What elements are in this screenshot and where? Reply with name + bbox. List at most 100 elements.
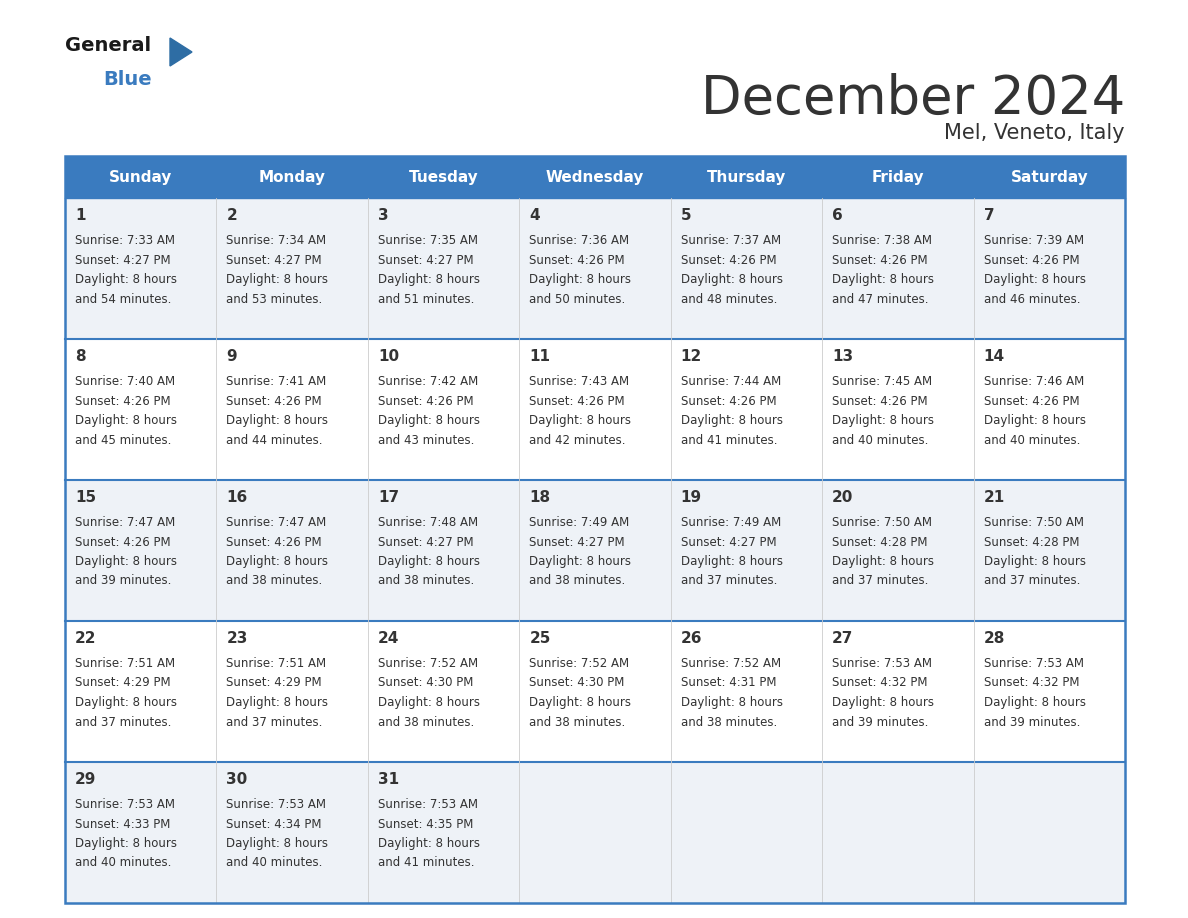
Text: Blue: Blue <box>103 70 152 89</box>
Text: Sunrise: 7:53 AM: Sunrise: 7:53 AM <box>832 657 933 670</box>
Text: and 37 minutes.: and 37 minutes. <box>984 575 1080 588</box>
Bar <box>65 156 1125 903</box>
Text: Sunset: 4:26 PM: Sunset: 4:26 PM <box>75 395 171 408</box>
Text: 11: 11 <box>530 349 550 364</box>
Text: 5: 5 <box>681 208 691 223</box>
Bar <box>368 621 519 762</box>
Text: Sunrise: 7:53 AM: Sunrise: 7:53 AM <box>227 798 327 811</box>
Text: and 39 minutes.: and 39 minutes. <box>75 575 171 588</box>
Text: Daylight: 8 hours: Daylight: 8 hours <box>378 273 480 286</box>
Text: 8: 8 <box>75 349 86 364</box>
Text: Daylight: 8 hours: Daylight: 8 hours <box>832 273 934 286</box>
Text: Sunset: 4:32 PM: Sunset: 4:32 PM <box>832 677 928 689</box>
Text: Sunset: 4:29 PM: Sunset: 4:29 PM <box>227 677 322 689</box>
Text: Sunrise: 7:50 AM: Sunrise: 7:50 AM <box>832 516 933 529</box>
Text: 22: 22 <box>75 631 96 646</box>
Text: Daylight: 8 hours: Daylight: 8 hours <box>378 696 480 709</box>
Bar <box>65 621 216 762</box>
Text: Sunrise: 7:52 AM: Sunrise: 7:52 AM <box>681 657 781 670</box>
Text: Sunrise: 7:49 AM: Sunrise: 7:49 AM <box>530 516 630 529</box>
Text: 24: 24 <box>378 631 399 646</box>
Text: 7: 7 <box>984 208 994 223</box>
Text: Tuesday: Tuesday <box>409 170 479 185</box>
Bar <box>65 339 216 480</box>
Text: Sunrise: 7:47 AM: Sunrise: 7:47 AM <box>75 516 176 529</box>
Text: Sunrise: 7:33 AM: Sunrise: 7:33 AM <box>75 234 175 247</box>
Text: 29: 29 <box>75 772 96 787</box>
Text: 30: 30 <box>227 772 247 787</box>
Text: Sunrise: 7:48 AM: Sunrise: 7:48 AM <box>378 516 478 529</box>
Text: Sunrise: 7:41 AM: Sunrise: 7:41 AM <box>227 375 327 388</box>
Text: Sunset: 4:26 PM: Sunset: 4:26 PM <box>227 535 322 548</box>
Bar <box>822 762 974 903</box>
Bar <box>216 621 368 762</box>
Bar <box>519 156 671 198</box>
Text: and 38 minutes.: and 38 minutes. <box>681 715 777 729</box>
Text: Daylight: 8 hours: Daylight: 8 hours <box>984 414 1086 427</box>
Text: Wednesday: Wednesday <box>545 170 644 185</box>
Text: Sunrise: 7:37 AM: Sunrise: 7:37 AM <box>681 234 781 247</box>
Bar <box>974 198 1125 339</box>
Polygon shape <box>170 38 192 66</box>
Text: 16: 16 <box>227 490 247 505</box>
Text: Sunset: 4:34 PM: Sunset: 4:34 PM <box>227 818 322 831</box>
Text: December 2024: December 2024 <box>701 73 1125 125</box>
Text: Sunset: 4:30 PM: Sunset: 4:30 PM <box>378 677 473 689</box>
Bar <box>65 762 216 903</box>
Bar <box>368 480 519 621</box>
Text: Sunrise: 7:43 AM: Sunrise: 7:43 AM <box>530 375 630 388</box>
Text: Daylight: 8 hours: Daylight: 8 hours <box>832 414 934 427</box>
Text: Sunset: 4:27 PM: Sunset: 4:27 PM <box>75 253 171 266</box>
Text: and 45 minutes.: and 45 minutes. <box>75 433 171 446</box>
Text: 17: 17 <box>378 490 399 505</box>
Bar <box>671 762 822 903</box>
Text: and 38 minutes.: and 38 minutes. <box>530 575 626 588</box>
Text: 10: 10 <box>378 349 399 364</box>
Text: and 50 minutes.: and 50 minutes. <box>530 293 626 306</box>
Text: and 43 minutes.: and 43 minutes. <box>378 433 474 446</box>
Text: Sunrise: 7:36 AM: Sunrise: 7:36 AM <box>530 234 630 247</box>
Text: Sunrise: 7:46 AM: Sunrise: 7:46 AM <box>984 375 1083 388</box>
Text: General: General <box>65 36 151 55</box>
Text: Sunrise: 7:52 AM: Sunrise: 7:52 AM <box>378 657 478 670</box>
Text: Daylight: 8 hours: Daylight: 8 hours <box>75 696 177 709</box>
Text: Sunset: 4:26 PM: Sunset: 4:26 PM <box>530 395 625 408</box>
Text: Sunrise: 7:49 AM: Sunrise: 7:49 AM <box>681 516 781 529</box>
Bar <box>974 480 1125 621</box>
Text: and 46 minutes.: and 46 minutes. <box>984 293 1080 306</box>
Text: 12: 12 <box>681 349 702 364</box>
Text: and 39 minutes.: and 39 minutes. <box>984 715 1080 729</box>
Text: Sunrise: 7:50 AM: Sunrise: 7:50 AM <box>984 516 1083 529</box>
Bar <box>519 198 671 339</box>
Text: Thursday: Thursday <box>707 170 786 185</box>
Text: Daylight: 8 hours: Daylight: 8 hours <box>227 273 328 286</box>
Text: Daylight: 8 hours: Daylight: 8 hours <box>984 555 1086 568</box>
Bar <box>368 762 519 903</box>
Text: Sunset: 4:26 PM: Sunset: 4:26 PM <box>681 395 776 408</box>
Text: Sunrise: 7:42 AM: Sunrise: 7:42 AM <box>378 375 478 388</box>
Text: Daylight: 8 hours: Daylight: 8 hours <box>530 273 631 286</box>
Text: Sunset: 4:31 PM: Sunset: 4:31 PM <box>681 677 776 689</box>
Bar <box>368 156 519 198</box>
Text: Sunset: 4:26 PM: Sunset: 4:26 PM <box>681 253 776 266</box>
Text: Sunset: 4:27 PM: Sunset: 4:27 PM <box>681 535 776 548</box>
Bar <box>519 480 671 621</box>
Bar <box>822 621 974 762</box>
Text: Daylight: 8 hours: Daylight: 8 hours <box>227 837 328 850</box>
Text: 2: 2 <box>227 208 238 223</box>
Text: 25: 25 <box>530 631 551 646</box>
Text: and 53 minutes.: and 53 minutes. <box>227 293 323 306</box>
Text: 13: 13 <box>832 349 853 364</box>
Text: Sunrise: 7:39 AM: Sunrise: 7:39 AM <box>984 234 1083 247</box>
Text: 6: 6 <box>832 208 843 223</box>
Text: and 37 minutes.: and 37 minutes. <box>75 715 171 729</box>
Text: Sunset: 4:26 PM: Sunset: 4:26 PM <box>832 253 928 266</box>
Text: Sunrise: 7:51 AM: Sunrise: 7:51 AM <box>227 657 327 670</box>
Text: Sunset: 4:27 PM: Sunset: 4:27 PM <box>378 535 474 548</box>
Bar <box>974 339 1125 480</box>
Text: 9: 9 <box>227 349 238 364</box>
Text: Daylight: 8 hours: Daylight: 8 hours <box>530 555 631 568</box>
Text: and 39 minutes.: and 39 minutes. <box>832 715 929 729</box>
Text: 26: 26 <box>681 631 702 646</box>
Text: Sunset: 4:27 PM: Sunset: 4:27 PM <box>378 253 474 266</box>
